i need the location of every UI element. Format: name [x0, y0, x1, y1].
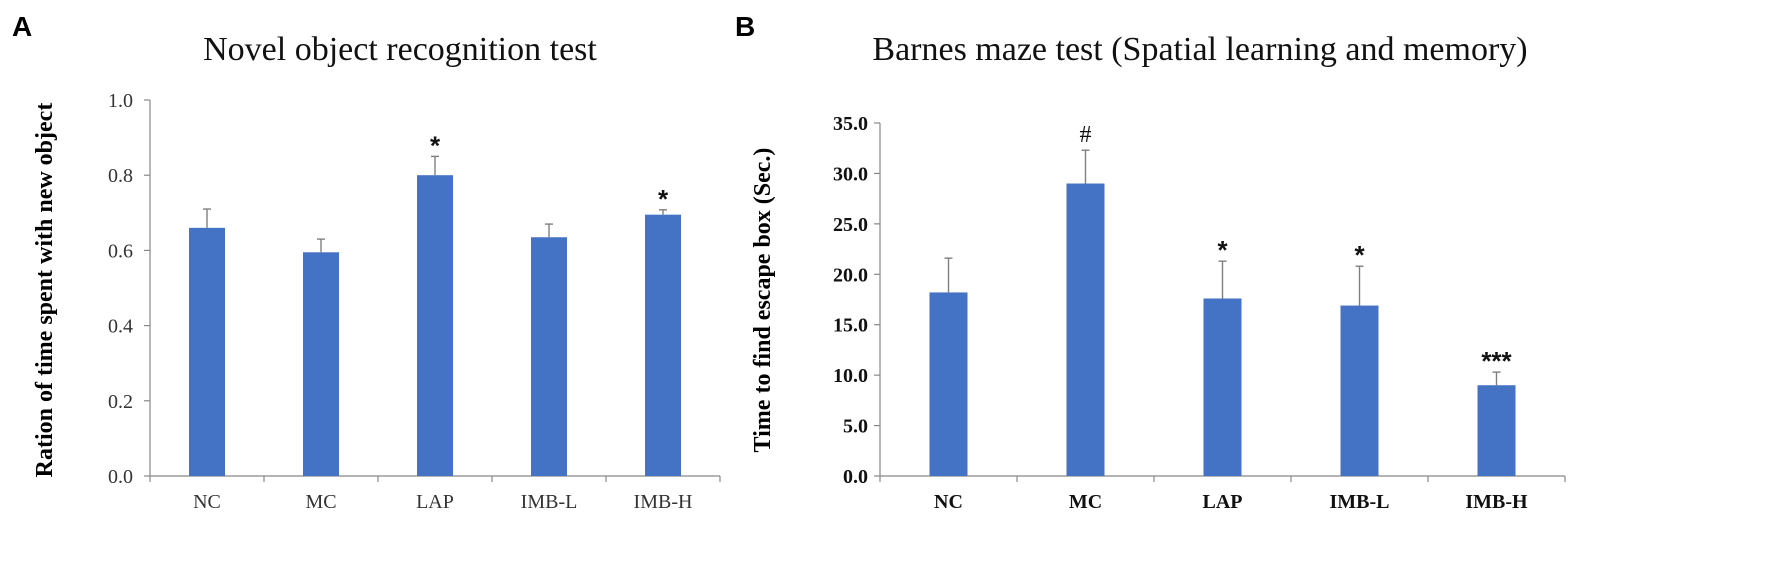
panel-b-category-label: IMB-L: [1330, 491, 1390, 513]
panel-a-y-tick-label: 0.2: [108, 391, 133, 413]
panel-b-category-label: NC: [934, 491, 963, 513]
panel-b-bar-imb-h: [1477, 385, 1516, 476]
panel-a: A Novel object recognition test Ration o…: [12, 11, 721, 513]
panel-a-bar-lap: [417, 175, 453, 476]
panel-a-bar-imb-l: [531, 237, 567, 476]
panel-b-bar-mc: [1066, 183, 1105, 476]
panel-a-category-label: IMB-H: [634, 491, 693, 513]
panel-a-category-label: MC: [305, 491, 336, 513]
panel-a-category-label: NC: [193, 491, 221, 513]
panel-b-y-tick-label: 30.0: [833, 163, 868, 185]
panel-a-y-tick-label: 0.6: [108, 240, 133, 262]
panel-a-significance-mark: *: [430, 130, 441, 160]
panel-b-y-tick-label: 0.0: [843, 466, 868, 488]
panel-b-y-tick-label: 5.0: [843, 416, 868, 438]
panel-a-y-tick-label: 0.0: [108, 466, 133, 488]
panel-a-bar-nc: [189, 227, 225, 476]
panel-a-category-label: LAP: [416, 491, 454, 513]
panel-b-bar-imb-l: [1340, 305, 1379, 476]
panel-a-y-tick-label: 1.0: [108, 90, 133, 112]
panel-a-letter: A: [12, 11, 32, 42]
panel-b-significance-mark: ***: [1481, 346, 1512, 376]
panel-b-significance-mark: *: [1217, 235, 1228, 265]
panel-b-y-tick-label: 20.0: [833, 264, 868, 286]
panel-b-y-tick-label: 35.0: [833, 113, 868, 135]
panel-b-y-tick-label: 10.0: [833, 365, 868, 387]
panel-a-y-axis-label: Ration of time spent with new object: [32, 103, 58, 478]
panel-b-y-tick-label: 15.0: [833, 315, 868, 337]
panel-a-title: Novel object recognition test: [203, 31, 597, 68]
panel-b-category-label: IMB-H: [1465, 491, 1528, 513]
panel-b: B Barnes maze test (Spatial learning and…: [735, 11, 1566, 513]
panel-a-category-label: IMB-L: [521, 491, 578, 513]
panel-b-letter: B: [735, 11, 755, 42]
panel-a-plot: 0.0 0.2 0.4 0.6 0.8 1.0 NC MC LAP * IMB-L IMB-H *: [108, 90, 721, 513]
panel-b-bar-lap: [1203, 298, 1242, 476]
panel-a-significance-mark: *: [658, 184, 669, 214]
panel-b-y-tick-label: 25.0: [833, 214, 868, 236]
panel-a-y-tick-label: 0.8: [108, 165, 133, 187]
panel-b-plot: 0.0 5.0 10.0 15.0 20.0 25.0 30.0 35.0 NC MC # LAP * I…: [833, 113, 1566, 513]
panel-b-bar-nc: [929, 292, 968, 476]
panel-b-y-axis-label: Time to find escape box (Sec.): [750, 148, 776, 453]
panel-a-bar-imb-h: [645, 214, 681, 476]
panel-b-category-label: LAP: [1203, 491, 1243, 513]
panel-b-category-label: MC: [1069, 491, 1102, 513]
panel-b-title: Barnes maze test (Spatial learning and m…: [872, 31, 1527, 68]
panel-a-y-tick-label: 0.4: [108, 316, 133, 338]
panel-b-significance-mark: #: [1080, 122, 1092, 148]
panel-a-bar-mc: [303, 252, 339, 476]
panel-b-significance-mark: *: [1354, 240, 1365, 270]
